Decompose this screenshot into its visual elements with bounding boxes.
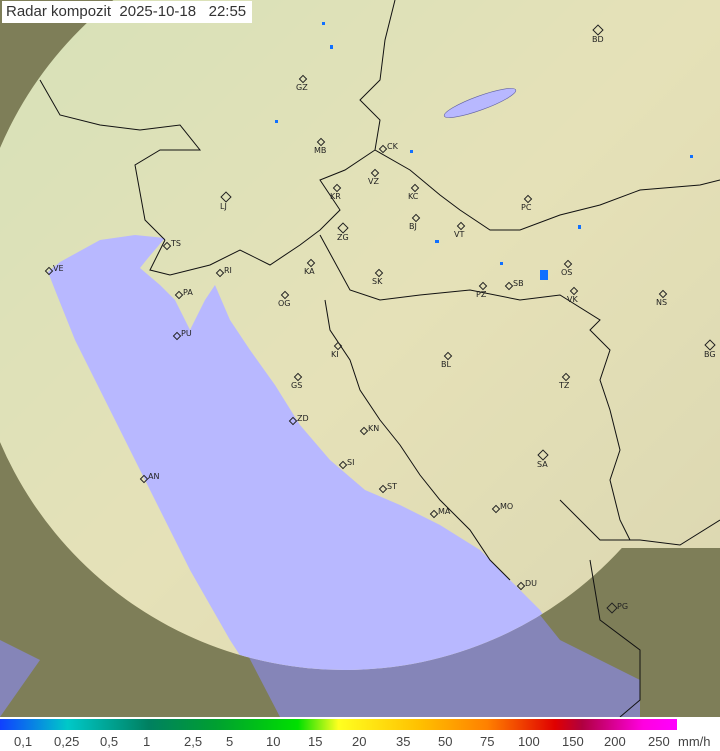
precipitation-echoes — [275, 22, 693, 280]
city-label-vk: VK — [567, 295, 578, 304]
scale-tick-label: 0,25 — [54, 734, 80, 749]
city-label-gz: GZ — [296, 83, 308, 92]
city-label-zg: ZG — [337, 233, 349, 242]
city-label-sa: SA — [537, 460, 548, 469]
city-label-du: DU — [525, 579, 538, 588]
city-label-tz: TZ — [559, 381, 570, 390]
city-label-vz: VZ — [368, 177, 379, 186]
city-label-gs: GS — [291, 381, 303, 390]
city-label-kn: KN — [368, 424, 380, 433]
scale-tick-label: 10 — [266, 734, 281, 749]
city-label-ri: RI — [224, 266, 232, 275]
city-label-an: AN — [148, 472, 160, 481]
scale-tick-label: 5 — [226, 734, 234, 749]
scale-unit-label: mm/h — [678, 734, 711, 749]
scale-tick-label: 35 — [396, 734, 411, 749]
scale-tick-label: 1 — [143, 734, 151, 749]
city-label-bg: BG — [704, 350, 716, 359]
city-label-vt: VT — [454, 230, 465, 239]
scale-tick-label: 75 — [480, 734, 495, 749]
scale-tick-label: 250 — [648, 734, 670, 749]
intensity-color-scale — [0, 719, 677, 730]
lake-balaton — [443, 88, 517, 118]
city-label-pa: PA — [183, 288, 193, 297]
scale-tick-label: 0,1 — [14, 734, 33, 749]
city-label-mo: MO — [500, 502, 514, 511]
city-label-sb: SB — [513, 279, 524, 288]
city-label-pu: PU — [181, 329, 192, 338]
radar-map — [0, 0, 720, 717]
city-label-pg: PG — [617, 602, 629, 611]
sea-outside — [0, 640, 40, 717]
scale-tick-label: 20 — [352, 734, 367, 749]
scale-tick-label: 0,5 — [100, 734, 119, 749]
city-label-ve: VE — [53, 264, 64, 273]
city-label-st: ST — [387, 482, 397, 491]
city-label-ka: KA — [304, 267, 315, 276]
city-label-zd: ZD — [297, 414, 309, 423]
scale-tick-label: 2,5 — [184, 734, 203, 749]
city-label-bd: BD — [592, 35, 604, 44]
scale-tick-label: 150 — [562, 734, 584, 749]
city-label-ts: TS — [171, 239, 181, 248]
city-label-bl: BL — [441, 360, 451, 369]
coverage-area — [0, 0, 720, 670]
intensity-scale-labels: 0,1 0,25 0,5 1 2,5 5 10 15 20 35 50 75 100 150 200 250 m… — [0, 734, 720, 751]
city-label-os: OS — [561, 268, 573, 277]
scale-tick-label: 200 — [604, 734, 626, 749]
city-label-mb: MB — [314, 146, 327, 155]
city-label-pz: PZ — [476, 290, 487, 299]
scale-tick-label: 50 — [438, 734, 453, 749]
city-label-bj: BJ — [409, 222, 417, 231]
borders — [39, 0, 720, 717]
adriatic-sea — [48, 235, 640, 670]
city-label-si: SI — [347, 458, 355, 467]
city-label-kr: KR — [330, 192, 341, 201]
city-label-ki: KI — [331, 350, 339, 359]
scale-tick-label: 15 — [308, 734, 323, 749]
scale-tick-label: 100 — [518, 734, 540, 749]
city-label-sk: SK — [372, 277, 383, 286]
city-label-lj: LJ — [220, 202, 227, 211]
city-label-ck: CK — [387, 142, 398, 151]
map-title: Radar kompozit 2025-10-18 22:55 — [2, 1, 253, 23]
city-label-og: OG — [278, 299, 291, 308]
city-label-pc: PC — [521, 203, 532, 212]
city-label-ma: MA — [438, 507, 451, 516]
city-label-ns: NS — [656, 298, 668, 307]
city-label-kc: KC — [408, 192, 419, 201]
